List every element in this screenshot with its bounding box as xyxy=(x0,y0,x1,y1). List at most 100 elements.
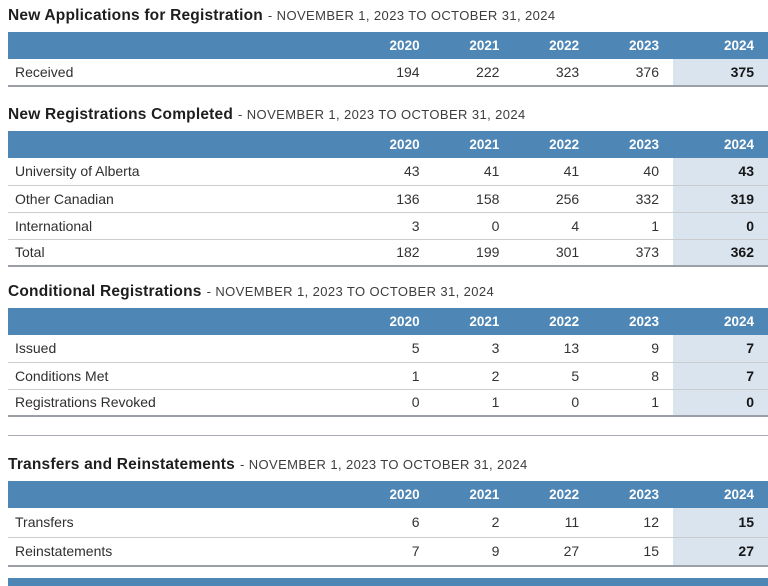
table-row: Received 194 222 323 376 375 xyxy=(8,59,768,86)
table-section: New Registrations Completed - NOVEMBER 1,… xyxy=(8,104,768,267)
cell-value: 301 xyxy=(513,238,594,266)
cell-value-current-year: 27 xyxy=(672,536,768,566)
data-table: 2020 2021 2022 2023 2024 Received 194 222 323 376… xyxy=(8,32,768,87)
row-label: University of Alberta xyxy=(15,163,140,180)
column-header-year: 2023 xyxy=(593,32,673,59)
section-date-range: - NOVEMBER 1, 2023 TO OCTOBER 31, 2024 xyxy=(267,8,556,23)
column-header-blank xyxy=(8,131,354,158)
cell-value-current-year: 15 xyxy=(672,508,768,537)
data-table: 2020 2021 2022 2023 2024 Issued 5 3 13 9 7 Conditio… xyxy=(8,308,768,417)
cell-value-current-year: 7 xyxy=(672,335,768,362)
table-row: Reinstatements 7 9 27 15 27 xyxy=(8,536,768,566)
column-header-year: 2021 xyxy=(433,308,514,335)
cell-value: 373 xyxy=(593,238,673,266)
column-header-year: 2023 xyxy=(593,131,673,158)
column-header-year: 2022 xyxy=(513,481,594,508)
table-section: Conditional Registrations - NOVEMBER 1, 2… xyxy=(8,281,768,417)
cell-value: 323 xyxy=(555,64,580,80)
table-row: Transfers 6 2 11 12 15 xyxy=(8,508,768,537)
column-header-year: 2024 xyxy=(672,131,768,158)
cell-value: 3 xyxy=(353,211,434,239)
section-heading: New Applications for Registration - NOVEM… xyxy=(8,5,768,26)
row-label: Other Canadian xyxy=(8,184,354,212)
cell-value: 15 xyxy=(593,536,673,566)
cell-value: 158 xyxy=(433,184,514,212)
cell-value: 2 xyxy=(433,361,514,389)
column-header-year: 2022 xyxy=(513,308,594,335)
table-header-row: 2020 2021 2022 2023 2024 xyxy=(8,32,768,59)
section-title: Conditional Registrations xyxy=(8,283,202,300)
cell-value: 43 xyxy=(404,163,420,180)
cell-value: 194 xyxy=(396,64,420,80)
cell-value: 199 xyxy=(433,238,514,266)
table-row: Other Canadian 136 158 256 332 319 xyxy=(8,184,768,212)
column-header-year: 2023 xyxy=(593,481,673,508)
table-header-row: 2020 2021 2022 2023 2024 xyxy=(8,308,768,335)
cell-value: 9 xyxy=(433,536,514,566)
column-header-year: 2020 xyxy=(353,32,434,59)
cell-value: 5 xyxy=(513,361,594,389)
cell-value: 13 xyxy=(563,340,580,357)
table-row: University of Alberta 43 41 41 40 43 xyxy=(8,158,768,185)
cell-value-current-year: 319 xyxy=(672,184,768,212)
cell-value: 4 xyxy=(513,211,594,239)
cell-value: 8 xyxy=(593,361,673,389)
cell-value: 0 xyxy=(433,211,514,239)
section-heading: Transfers and Reinstatements - NOVEMBER 1… xyxy=(8,454,768,475)
column-header-year: 2024 xyxy=(672,308,768,335)
cell-value-current-year: 43 xyxy=(672,158,768,185)
cell-value: 1 xyxy=(593,388,673,416)
cell-value: 182 xyxy=(353,238,434,266)
cell-value: 136 xyxy=(353,184,434,212)
column-header-year: 2023 xyxy=(593,308,673,335)
column-header-year: 2021 xyxy=(433,32,514,59)
cell-value: 11 xyxy=(564,514,580,531)
cell-value: 6 xyxy=(411,514,420,531)
section-date-range: - NOVEMBER 1, 2023 TO OCTOBER 31, 2024 xyxy=(206,284,495,299)
cell-value: 0 xyxy=(353,388,434,416)
column-header-blank xyxy=(8,32,354,59)
cell-value: 0 xyxy=(513,388,594,416)
cell-value-current-year: 7 xyxy=(672,361,768,389)
cell-value: 256 xyxy=(513,184,594,212)
section-title: New Applications for Registration xyxy=(8,7,263,24)
section-heading: New Registrations Completed - NOVEMBER 1,… xyxy=(8,104,768,125)
cell-value: 5 xyxy=(411,340,420,357)
cell-value: 12 xyxy=(643,514,659,531)
section-date-range: - NOVEMBER 1, 2023 TO OCTOBER 31, 2024 xyxy=(239,457,528,472)
column-header-year: 2022 xyxy=(513,131,594,158)
report-tables: New Applications for Registration - NOVEM… xyxy=(8,5,768,567)
table-row: Total 182 199 301 373 362 xyxy=(8,238,768,266)
cell-value: 2 xyxy=(491,514,500,531)
cell-value-current-year: 375 xyxy=(672,59,768,86)
row-label: Reinstatements xyxy=(8,536,354,566)
table-row: Issued 5 3 13 9 7 xyxy=(8,335,768,362)
cell-value: 9 xyxy=(651,340,659,357)
data-table: 2020 2021 2022 2023 2024 University of Albert… xyxy=(8,131,768,267)
column-header-year: 2022 xyxy=(513,32,594,59)
row-label: Total xyxy=(8,238,354,266)
row-label: International xyxy=(8,211,354,239)
column-header-year: 2020 xyxy=(353,131,434,158)
column-header-year: 2020 xyxy=(353,308,434,335)
section-title: New Registrations Completed xyxy=(8,106,234,123)
table-row: Conditions Met 1 2 5 8 7 xyxy=(8,361,768,389)
cell-value: 41 xyxy=(563,163,580,180)
column-header-blank xyxy=(8,481,354,508)
column-header-year: 2021 xyxy=(433,131,514,158)
cell-value: 222 xyxy=(476,64,500,80)
table-row: Registrations Revoked 0 1 0 1 0 xyxy=(8,388,768,416)
section-date-range: - NOVEMBER 1, 2023 TO OCTOBER 31, 2024 xyxy=(238,107,526,122)
table-header-row: 2020 2021 2022 2023 2024 xyxy=(8,481,768,508)
section-title: Transfers and Reinstatements xyxy=(8,456,235,473)
row-label: Issued xyxy=(15,340,57,357)
column-header-year: 2024 xyxy=(672,481,768,508)
cell-value: 376 xyxy=(635,64,659,80)
cell-value: 40 xyxy=(643,163,659,180)
row-label: Registrations Revoked xyxy=(8,388,354,416)
cell-value: 27 xyxy=(513,536,594,566)
table-row: International 3 0 4 1 0 xyxy=(8,211,768,239)
cell-value: 1 xyxy=(433,388,514,416)
partial-next-table-header xyxy=(8,578,768,586)
cell-value-current-year: 362 xyxy=(672,238,768,266)
